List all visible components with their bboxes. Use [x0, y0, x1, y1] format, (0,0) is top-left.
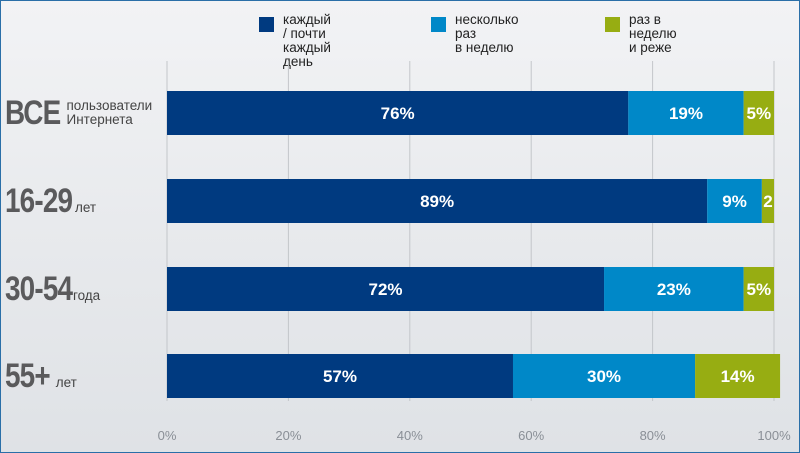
row-label-small: лет — [55, 375, 77, 390]
bar-segment — [743, 91, 774, 135]
x-tick-label: 40% — [397, 428, 423, 443]
data-label: 30% — [587, 367, 621, 386]
legend-item-rare: раз в неделю и реже — [605, 13, 677, 55]
row-label-small: пользователи Интернета — [66, 98, 153, 127]
row-label-30-54: 30-54 года — [5, 267, 100, 311]
legend-swatch-weekly — [431, 17, 446, 32]
data-label: 76% — [381, 104, 415, 123]
legend-label-daily: каждый / почти каждый день — [283, 12, 331, 69]
x-tick-label: 60% — [518, 428, 544, 443]
legend-label-weekly: несколько раз в неделю — [455, 12, 519, 55]
bar-segment — [167, 179, 708, 223]
row-label-big: 30-54 — [5, 269, 73, 308]
data-label: 5% — [747, 280, 772, 299]
bar-segment — [167, 267, 605, 311]
data-label: 72% — [369, 280, 403, 299]
row-label-all: ВСЕ пользователи Интернета — [5, 91, 152, 135]
row-label-small: года — [72, 288, 101, 303]
row-label-big: 16-29 — [5, 181, 73, 220]
data-label: 2 — [763, 192, 772, 211]
legend-item-daily: каждый / почти каждый день — [259, 13, 331, 69]
data-label: 14% — [721, 367, 755, 386]
data-label: 19% — [669, 104, 703, 123]
bar-segment — [167, 354, 513, 398]
bar-segment — [167, 91, 629, 135]
bar-segment — [743, 267, 774, 311]
row-label-big: 55+ — [5, 356, 51, 395]
data-label: 5% — [747, 104, 772, 123]
data-label: 57% — [323, 367, 357, 386]
x-tick-label: 80% — [640, 428, 666, 443]
bar-segment — [628, 91, 744, 135]
bar-segment — [761, 179, 774, 223]
data-label: 23% — [657, 280, 691, 299]
bar-segment — [695, 354, 781, 398]
x-tick-label: 100% — [757, 428, 791, 443]
bar-segment — [604, 267, 744, 311]
legend-swatch-rare — [605, 17, 620, 32]
row-label-small: лет — [74, 200, 97, 215]
legend-swatch-daily — [259, 17, 274, 32]
row-label-big: ВСЕ — [5, 93, 61, 132]
row-label-16-29: 16-29 лет — [5, 179, 96, 223]
data-label: 89% — [420, 192, 454, 211]
x-tick-label: 20% — [275, 428, 301, 443]
legend-item-weekly: несколько раз в неделю — [431, 13, 518, 55]
bar-segment — [707, 179, 762, 223]
legend-label-rare: раз в неделю и реже — [629, 12, 677, 55]
data-label: 9% — [722, 192, 747, 211]
bar-segment — [512, 354, 696, 398]
row-label-55plus: 55+ лет — [5, 354, 77, 398]
x-tick-label: 0% — [158, 428, 177, 443]
